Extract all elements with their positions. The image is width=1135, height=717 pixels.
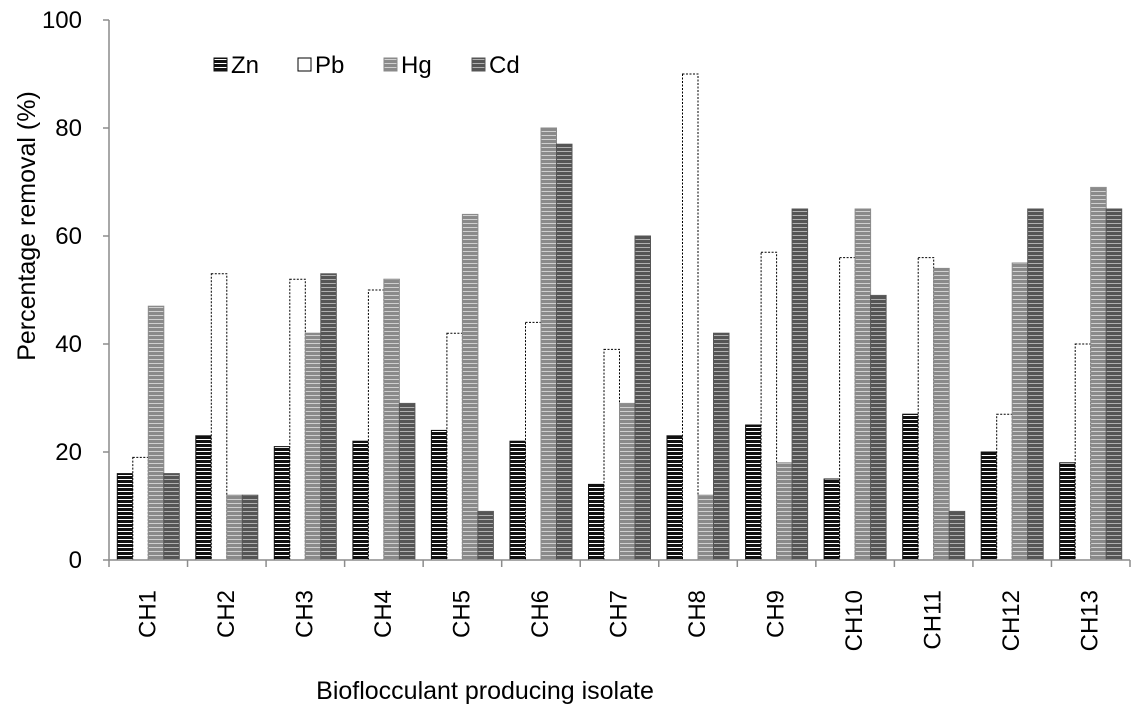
bar-pb-ch2 (210, 273, 228, 561)
x-tick-label-ch7: CH7 (606, 590, 633, 638)
bar-pb-ch6 (525, 321, 542, 561)
bar-cd-ch13 (1105, 208, 1123, 561)
x-tick-label-ch9: CH9 (763, 590, 790, 638)
bar-zn-ch13 (1059, 462, 1076, 561)
x-tick-label-ch5: CH5 (448, 590, 475, 638)
bar-hg-ch9 (776, 462, 793, 561)
bar-cd-ch11 (948, 510, 966, 561)
bar-hg-ch8 (697, 494, 714, 561)
bar-pb-ch3 (289, 278, 306, 561)
y-tick-label-20: 20 (55, 439, 82, 466)
bar-pb-ch1 (132, 456, 149, 561)
bar-hg-ch13 (1090, 186, 1107, 561)
bar-zn-ch2 (195, 435, 212, 561)
bar-zn-ch3 (273, 446, 291, 561)
bar-hg-ch6 (540, 127, 557, 561)
bar-zn-ch4 (352, 440, 369, 561)
bar-hg-ch1 (147, 305, 165, 561)
legend-swatch-cd (471, 57, 486, 72)
x-tick-label-ch12: CH12 (998, 590, 1025, 651)
legend-label-cd: Cd (489, 52, 520, 79)
legend-label-zn: Zn (231, 52, 259, 79)
bar-zn-ch7 (588, 483, 605, 561)
bar-zn-ch12 (980, 451, 998, 561)
bar-cd-ch6 (556, 143, 573, 561)
bar-pb-ch11 (917, 257, 935, 561)
legend: Zn Pb Hg Cd (213, 52, 520, 79)
bar-zn-ch1 (116, 473, 134, 561)
bar-zn-ch11 (902, 413, 919, 561)
bar-zn-ch8 (666, 435, 683, 561)
bar-cd-ch2 (241, 494, 259, 561)
bars-layer (116, 73, 1123, 561)
x-axis-title: Bioflocculant producing isolate (316, 677, 654, 705)
y-tick-label-0: 0 (69, 547, 82, 574)
legend-swatch-zn (213, 57, 228, 72)
y-tick-label-40: 40 (55, 331, 82, 358)
bar-cd-ch12 (1027, 208, 1044, 561)
x-tick-label-ch2: CH2 (213, 590, 240, 638)
bar-hg-ch3 (304, 332, 322, 561)
bar-zn-ch6 (509, 440, 526, 561)
x-tick-label-ch11: CH11 (920, 590, 947, 650)
legend-swatch-hg (383, 57, 398, 72)
x-tick-label-ch6: CH6 (527, 590, 554, 638)
bar-cd-ch5 (477, 510, 494, 561)
bar-zn-ch10 (823, 478, 841, 561)
legend-label-hg: Hg (401, 52, 432, 79)
bar-pb-ch7 (603, 348, 620, 561)
bar-hg-ch7 (619, 402, 636, 561)
y-tick-label-100: 100 (42, 7, 82, 34)
bar-pb-ch13 (1074, 343, 1092, 561)
bar-zn-ch5 (430, 429, 448, 561)
bar-hg-ch10 (854, 208, 872, 561)
bar-pb-ch12 (996, 413, 1013, 561)
bar-cd-ch9 (791, 208, 809, 561)
x-tick-label-ch4: CH4 (370, 590, 397, 638)
bar-pb-ch5 (446, 332, 463, 561)
bar-zn-ch9 (745, 424, 762, 561)
x-tick-label-ch10: CH10 (841, 590, 868, 651)
x-tick-label-ch3: CH3 (291, 590, 318, 638)
y-axis-title: Percentage removal (%) (13, 91, 41, 361)
axes-layer: 0 20 40 60 80 100 CH1 CH2 CH3 CH4 CH5 CH6 CH7 CH8 CH9 C… (42, 7, 1131, 651)
bar-cd-ch8 (713, 332, 730, 561)
bar-hg-ch12 (1011, 262, 1029, 561)
bar-cd-ch10 (870, 294, 887, 561)
x-tick-label-ch13: CH13 (1077, 590, 1104, 651)
bar-cd-ch4 (398, 402, 416, 561)
y-tick-label-60: 60 (55, 223, 82, 250)
x-tick-label-ch8: CH8 (684, 590, 711, 638)
y-tick-label-80: 80 (55, 115, 82, 142)
bar-cd-ch3 (320, 273, 337, 561)
bar-cd-ch7 (634, 235, 651, 561)
bar-hg-ch2 (226, 494, 243, 561)
bar-pb-ch10 (839, 257, 856, 561)
bar-cd-ch1 (163, 473, 180, 561)
legend-label-pb: Pb (315, 52, 344, 79)
bar-pb-ch4 (367, 289, 385, 561)
bar-pb-ch9 (760, 251, 778, 561)
bar-pb-ch8 (682, 73, 699, 561)
legend-swatch-pb (297, 57, 312, 72)
bar-hg-ch4 (383, 278, 400, 561)
x-tick-label-ch1: CH1 (134, 590, 161, 638)
bar-hg-ch5 (461, 213, 479, 561)
bar-hg-ch11 (933, 267, 950, 561)
